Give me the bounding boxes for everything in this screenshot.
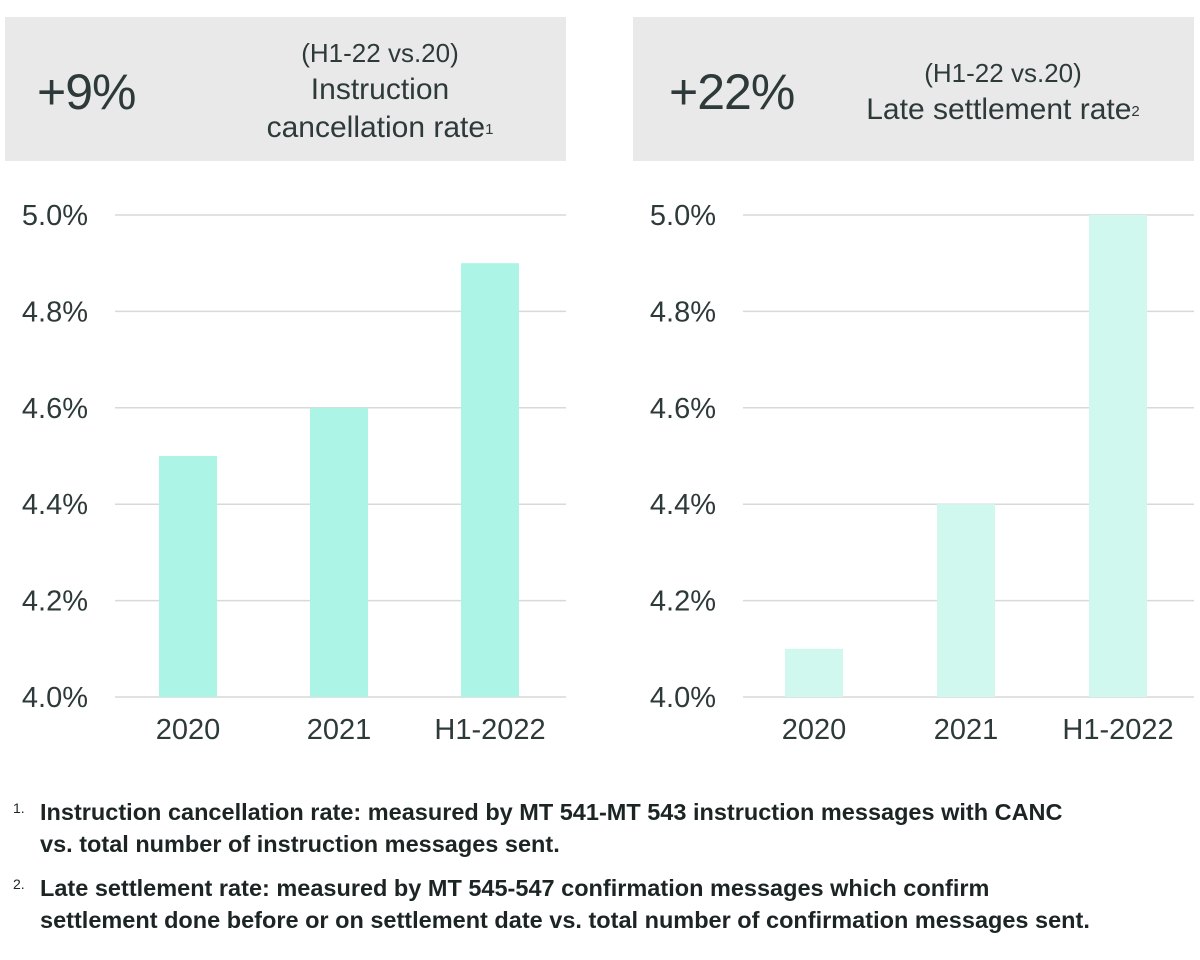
right-xtick-label-1: 2021 (934, 714, 999, 746)
footnote-2-line1: Late settlement rate: measured by MT 545… (40, 875, 990, 901)
left-xtick-label-2: H1-2022 (434, 714, 545, 746)
right-footnote-ref: 2 (1131, 103, 1140, 120)
right-header-title: Late settlement rate2 (833, 91, 1173, 129)
footnote-1-line2: vs. total number of instruction messages… (40, 831, 560, 857)
footnote-2-number: 2. (13, 876, 25, 892)
right-ytick-label-2: 4.4% (650, 489, 716, 521)
right-big-value: +22% (669, 64, 795, 120)
left-header-text: (H1-22 vs.20) Instruction cancellation r… (235, 35, 525, 147)
left-ytick-label-1: 4.2% (22, 586, 88, 618)
left-ytick-label-4: 4.8% (22, 296, 88, 328)
right-xtick-label-0: 2020 (782, 714, 847, 746)
right-bar-h1-2022 (1089, 215, 1147, 697)
left-big-value: +9% (37, 64, 136, 120)
footnote-2: 2. Late settlement rate: measured by MT … (10, 872, 1190, 936)
footnotes: 1. Instruction cancellation rate: measur… (10, 796, 1190, 948)
left-ytick-label-3: 4.6% (22, 393, 88, 425)
right-header-title-text: Late settlement rate (866, 93, 1132, 126)
right-ytick-label-4: 4.8% (650, 296, 716, 328)
left-bar-h1-2022 (461, 263, 519, 697)
footnote-1-number: 1. (13, 800, 25, 816)
right-bar-2021 (937, 504, 995, 697)
right-xtick-label-2: H1-2022 (1062, 714, 1173, 746)
right-header-box: +22% (H1-22 vs.20) Late settlement rate2 (633, 17, 1194, 161)
left-xtick-label-0: 2020 (156, 714, 221, 746)
left-ytick-label-5: 5.0% (22, 200, 88, 232)
charts-svg: 4.0% 4.2% 4.4% 4.6% 4.8% 5.0% 2020 2021 H1-2022 4… (22, 200, 1194, 746)
right-header-text: (H1-22 vs.20) Late settlement rate2 (833, 55, 1173, 129)
left-header-title-line2: cancellation rate1 (235, 109, 525, 147)
right-header-sub: (H1-22 vs.20) (924, 58, 1082, 88)
right-ytick-label-1: 4.2% (650, 586, 716, 618)
right-ytick-label-0: 4.0% (650, 682, 716, 714)
footnote-1-line1: Instruction cancellation rate: measured … (40, 799, 1063, 825)
left-header-title-text: cancellation rate (266, 111, 486, 144)
right-bar-2020 (785, 648, 843, 697)
left-header-title-line1: Instruction (310, 73, 450, 106)
left-header-box: +9% (H1-22 vs.20) Instruction cancellati… (5, 17, 566, 161)
left-bar-2020 (159, 456, 217, 697)
right-ytick-label-3: 4.6% (650, 393, 716, 425)
left-xtick-label-1: 2021 (307, 714, 372, 746)
footnote-2-line2: settlement done before or on settlement … (40, 907, 1090, 933)
left-footnote-ref: 1 (485, 121, 494, 138)
left-header-sub: (H1-22 vs.20) (301, 38, 459, 68)
right-ytick-label-5: 5.0% (650, 200, 716, 232)
footnote-1: 1. Instruction cancellation rate: measur… (10, 796, 1190, 860)
left-ytick-label-2: 4.4% (22, 489, 88, 521)
left-ytick-label-0: 4.0% (22, 682, 88, 714)
left-bar-2021 (310, 407, 368, 697)
